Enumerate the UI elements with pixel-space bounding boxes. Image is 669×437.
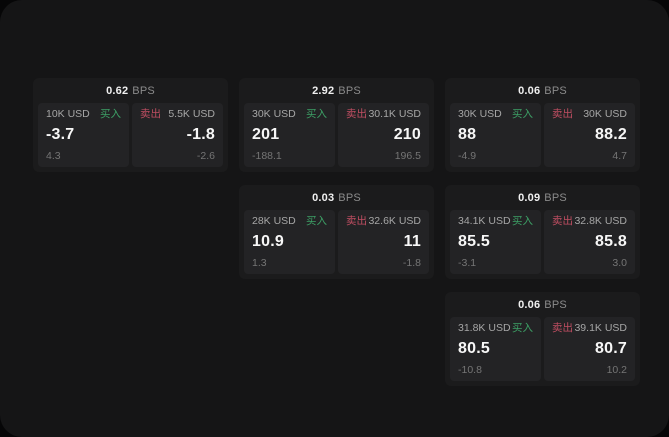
quote-card-grid: 0.62 BPS 10K USD 买入 -3.7 4.3 卖出 5.5K USD (33, 78, 640, 386)
buy-side-label: 买入 (306, 108, 327, 120)
spread-value: 0.62 (106, 84, 129, 97)
buy-panel[interactable]: 30K USD 买入 88 -4.9 (450, 103, 541, 167)
buy-price: 80.5 (458, 340, 490, 357)
sell-panel[interactable]: 卖出 30.1K USD 210 196.5 (338, 103, 429, 167)
spread-header: 0.09 BPS (450, 185, 635, 210)
sell-side-label: 卖出 (346, 215, 367, 227)
sell-size: 5.5K USD (168, 108, 215, 120)
buy-size: 31.8K USD (458, 322, 511, 334)
buy-delta: -3.1 (458, 256, 477, 269)
quote-card: 2.92 BPS 30K USD 买入 201 -188.1 卖出 30.1K … (239, 78, 434, 172)
sell-price: 11 (403, 233, 421, 250)
spread-header: 0.03 BPS (244, 185, 429, 210)
sell-panel[interactable]: 卖出 39.1K USD 80.7 10.2 (544, 317, 635, 381)
quote-card: 0.06 BPS 30K USD 买入 88 -4.9 卖出 30K USD (445, 78, 640, 172)
buy-delta: 1.3 (252, 256, 267, 269)
sell-delta: -1.8 (402, 256, 421, 269)
buy-size: 30K USD (458, 108, 502, 120)
spread-value: 0.03 (312, 191, 335, 204)
buy-price: 10.9 (252, 233, 284, 250)
spread-unit: BPS (338, 84, 361, 97)
buy-delta: -4.9 (458, 149, 477, 162)
spread-unit: BPS (338, 191, 361, 204)
sell-delta: 196.5 (394, 149, 421, 162)
buy-delta: -188.1 (252, 149, 282, 162)
sell-side-label: 卖出 (552, 322, 573, 334)
buy-price: 201 (252, 126, 280, 143)
buy-price: 88 (458, 126, 477, 143)
sell-panel[interactable]: 卖出 32.8K USD 85.8 3.0 (544, 210, 635, 274)
buy-size: 34.1K USD (458, 215, 511, 227)
sell-price: 88.2 (595, 126, 627, 143)
buy-side-label: 买入 (306, 215, 327, 227)
sell-price: -1.8 (186, 126, 215, 143)
sell-size: 32.6K USD (368, 215, 421, 227)
sell-panel[interactable]: 卖出 30K USD 88.2 4.7 (544, 103, 635, 167)
spread-unit: BPS (132, 84, 155, 97)
sell-delta: 4.7 (612, 149, 627, 162)
sell-side-label: 卖出 (552, 108, 573, 120)
spread-value: 0.09 (518, 191, 541, 204)
spread-value: 2.92 (312, 84, 335, 97)
buy-size: 10K USD (46, 108, 90, 120)
quote-card: 0.09 BPS 34.1K USD 买入 85.5 -3.1 卖出 32.8K… (445, 185, 640, 279)
buy-side-label: 买入 (100, 108, 121, 120)
buy-panel[interactable]: 10K USD 买入 -3.7 4.3 (38, 103, 129, 167)
sell-side-label: 卖出 (552, 215, 573, 227)
spread-unit: BPS (544, 84, 567, 97)
sell-size: 39.1K USD (574, 322, 627, 334)
buy-side-label: 买入 (512, 108, 533, 120)
buy-panel[interactable]: 34.1K USD 买入 85.5 -3.1 (450, 210, 541, 274)
buy-delta: 4.3 (46, 149, 61, 162)
buy-side-label: 买入 (512, 322, 533, 334)
buy-side-label: 买入 (512, 215, 533, 227)
sell-panel[interactable]: 卖出 32.6K USD 11 -1.8 (338, 210, 429, 274)
sell-size: 30.1K USD (368, 108, 421, 120)
sell-delta: 10.2 (606, 363, 627, 376)
quote-card: 0.06 BPS 31.8K USD 买入 80.5 -10.8 卖出 39.1… (445, 292, 640, 386)
buy-size: 30K USD (252, 108, 296, 120)
spread-value: 0.06 (518, 298, 541, 311)
sell-size: 32.8K USD (574, 215, 627, 227)
spread-header: 0.06 BPS (450, 78, 635, 103)
quote-card: 0.62 BPS 10K USD 买入 -3.7 4.3 卖出 5.5K USD (33, 78, 228, 172)
sell-delta: 3.0 (612, 256, 627, 269)
buy-price: -3.7 (46, 126, 75, 143)
buy-size: 28K USD (252, 215, 296, 227)
buy-panel[interactable]: 31.8K USD 买入 80.5 -10.8 (450, 317, 541, 381)
buy-panel[interactable]: 28K USD 买入 10.9 1.3 (244, 210, 335, 274)
spread-unit: BPS (544, 298, 567, 311)
spread-value: 0.06 (518, 84, 541, 97)
sell-size: 30K USD (583, 108, 627, 120)
buy-price: 85.5 (458, 233, 490, 250)
sell-price: 210 (393, 126, 421, 143)
sell-panel[interactable]: 卖出 5.5K USD -1.8 -2.6 (132, 103, 223, 167)
quote-card: 0.03 BPS 28K USD 买入 10.9 1.3 卖出 32.6K US… (239, 185, 434, 279)
spread-header: 0.62 BPS (38, 78, 223, 103)
sell-price: 85.8 (595, 233, 627, 250)
spread-unit: BPS (544, 191, 567, 204)
spread-header: 2.92 BPS (244, 78, 429, 103)
buy-panel[interactable]: 30K USD 买入 201 -188.1 (244, 103, 335, 167)
spread-header: 0.06 BPS (450, 292, 635, 317)
sell-side-label: 卖出 (140, 108, 161, 120)
sell-price: 80.7 (595, 340, 627, 357)
buy-delta: -10.8 (458, 363, 482, 376)
sell-side-label: 卖出 (346, 108, 367, 120)
sell-delta: -2.6 (196, 149, 215, 162)
